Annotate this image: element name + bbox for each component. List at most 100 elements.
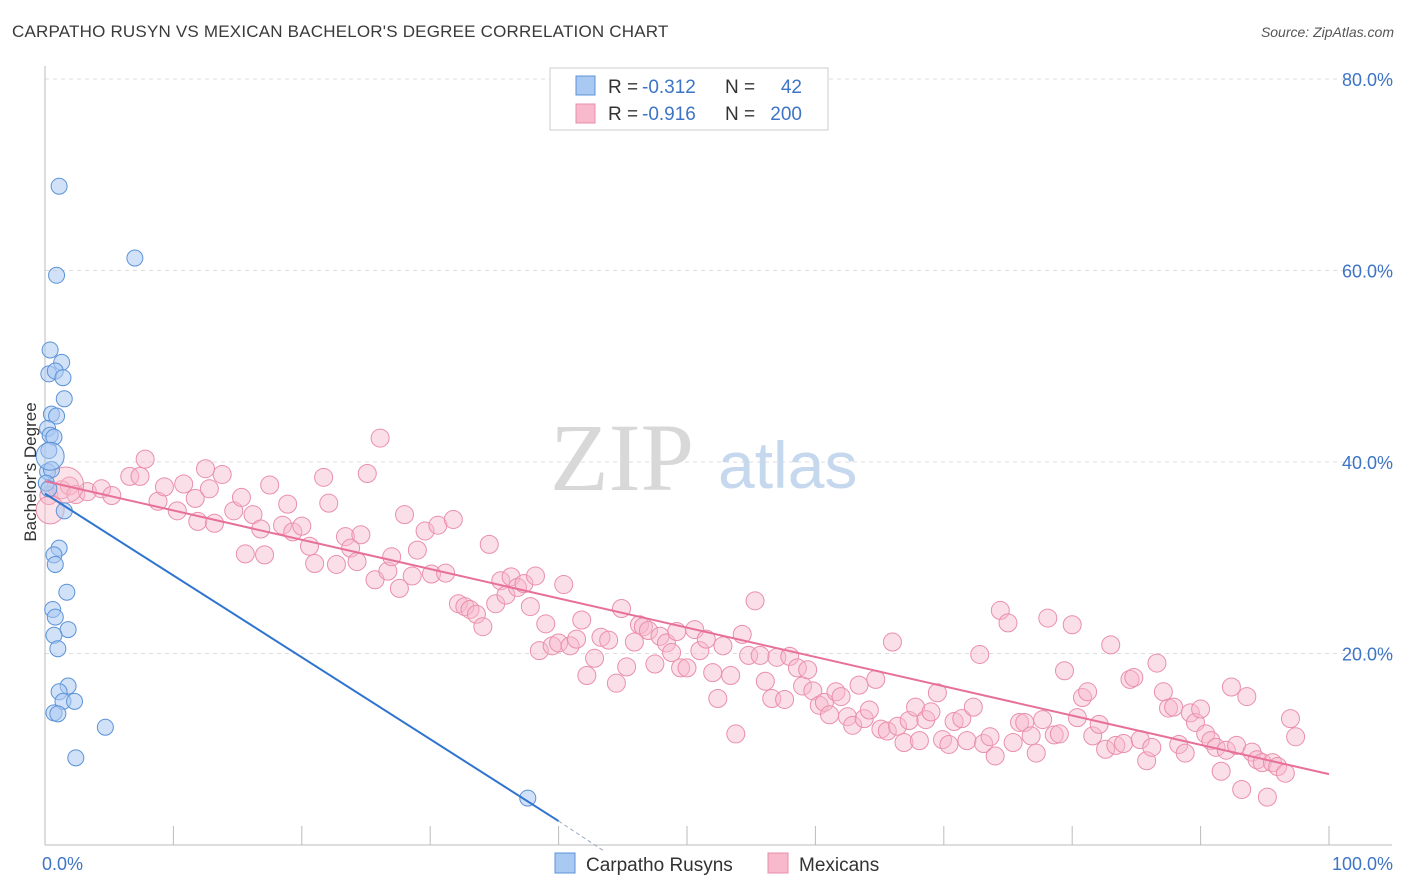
mexican-point (520, 597, 540, 617)
mexican-point (1286, 727, 1306, 747)
legend-r-value: -0.916 (642, 104, 696, 125)
mexican-point (1211, 761, 1231, 781)
mexican-point (1101, 635, 1121, 655)
mexican-point (473, 617, 493, 637)
x-tick-label: 100.0% (1332, 854, 1393, 874)
y-tick-label: 80.0% (1342, 70, 1393, 90)
mexican-point (803, 681, 823, 701)
mexican-point (415, 521, 435, 541)
mexican-point (957, 731, 977, 751)
mexican-point (1201, 731, 1221, 751)
mexican-point (1275, 763, 1295, 783)
mexican-point (1221, 677, 1241, 697)
mexican-point (1280, 709, 1300, 729)
mexican-point (726, 724, 746, 744)
mexican-point (677, 658, 697, 678)
carpatho-rusyn-point (41, 341, 59, 359)
mexican-point (572, 610, 592, 630)
x-tick-label: 0.0% (42, 854, 83, 874)
mexican-point (135, 449, 155, 469)
mexican-point (1072, 688, 1092, 708)
mexican-point (843, 715, 863, 735)
mexican-point (319, 493, 339, 513)
mexican-point (1038, 608, 1058, 628)
carpatho-rusyn-point (66, 692, 84, 710)
mexican-point (662, 643, 682, 663)
carpatho-rusyn-point (48, 407, 66, 425)
y-tick-label: 60.0% (1342, 262, 1393, 282)
trend-lines (44, 480, 1330, 852)
mexican-point (305, 553, 325, 573)
mexican-point (849, 675, 869, 695)
mexican-point (713, 636, 733, 656)
legend-mexicans-swatch (767, 852, 789, 874)
mexican-point (624, 632, 644, 652)
carpatho-rusyn-point (49, 640, 67, 658)
mexican-point (466, 604, 486, 624)
legend-n-label: N = (725, 104, 755, 125)
mexican-point (370, 428, 390, 448)
mexican-point (703, 663, 723, 683)
mexican-point (1003, 733, 1023, 753)
mexican-point (1049, 724, 1069, 744)
tick-labels: 20.0% 40.0% 60.0% 80.0% 0.0% 100.0% (42, 70, 1393, 874)
mexican-point (877, 721, 897, 741)
mexican-point (1026, 743, 1046, 763)
mexican-point (382, 547, 402, 567)
legend-n-value: 200 (770, 104, 802, 125)
mexican-point (638, 621, 658, 641)
mexican-point (154, 477, 174, 497)
mexican-point (212, 464, 232, 484)
mexican-point (347, 552, 367, 572)
legend-r-label: R = (608, 104, 638, 125)
mexican-point (1033, 710, 1053, 730)
mexican-point (809, 695, 829, 715)
mexican-point (455, 597, 475, 617)
mexican-point (174, 474, 194, 494)
mexican-point (1191, 699, 1211, 719)
carpatho-rusyn-trend-line (44, 492, 560, 822)
mexican-point (1159, 698, 1178, 718)
mexican-point (739, 645, 759, 665)
mexican-point (859, 700, 879, 720)
mexican-trend-line (44, 480, 1330, 776)
mexican-point (185, 488, 205, 508)
mexican-point (1196, 724, 1216, 744)
carpatho-rusyn-point (49, 705, 67, 723)
carpatho-rusyn-point (50, 177, 68, 195)
mexican-point (1114, 734, 1134, 754)
mexican-point (255, 545, 275, 565)
mexican-point (970, 644, 990, 664)
mexican-point (1237, 687, 1257, 707)
mexican-point (130, 466, 150, 486)
mexican-point (514, 574, 534, 594)
mexican-point (1078, 682, 1098, 702)
mexican-point (882, 632, 902, 652)
mexican-point (1010, 712, 1030, 732)
mexican-point (278, 494, 298, 514)
mexican-point (335, 527, 355, 547)
mexican-point (479, 534, 499, 554)
carpatho-rusyn-point (126, 249, 144, 267)
mexican-point (235, 544, 255, 564)
y-tick-label: 40.0% (1342, 453, 1393, 473)
mexicans-points (35, 428, 1306, 807)
mexican-point (909, 731, 929, 751)
carpatho-rusyn-point (46, 555, 64, 573)
watermark-zip: ZIP (550, 404, 694, 511)
mexican-point (831, 687, 851, 707)
mexican-point (389, 578, 409, 598)
carpatho-rusyn-point (58, 583, 76, 601)
mexican-point (1089, 714, 1109, 734)
mexican-point (326, 554, 346, 574)
mexican-point (525, 566, 545, 586)
carpatho-rusyn-point (67, 749, 85, 767)
mexican-point (585, 648, 605, 668)
y-tick-label: 20.0% (1342, 645, 1393, 665)
mexican-point (963, 697, 983, 717)
mexican-point (402, 566, 422, 586)
legend-n-value: 42 (781, 77, 802, 98)
mexican-point (1096, 739, 1116, 759)
mexican-point (745, 591, 765, 611)
